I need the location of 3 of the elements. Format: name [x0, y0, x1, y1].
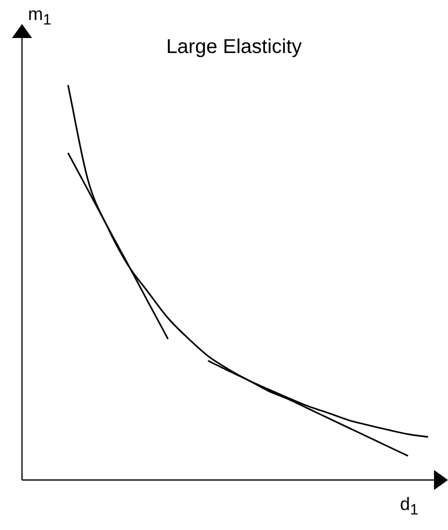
x-axis-title: d$_{1}$ [400, 494, 418, 519]
chart-title: Large Elasticity [165, 36, 303, 59]
y-axis-title: m$_{1}$ [28, 4, 52, 29]
